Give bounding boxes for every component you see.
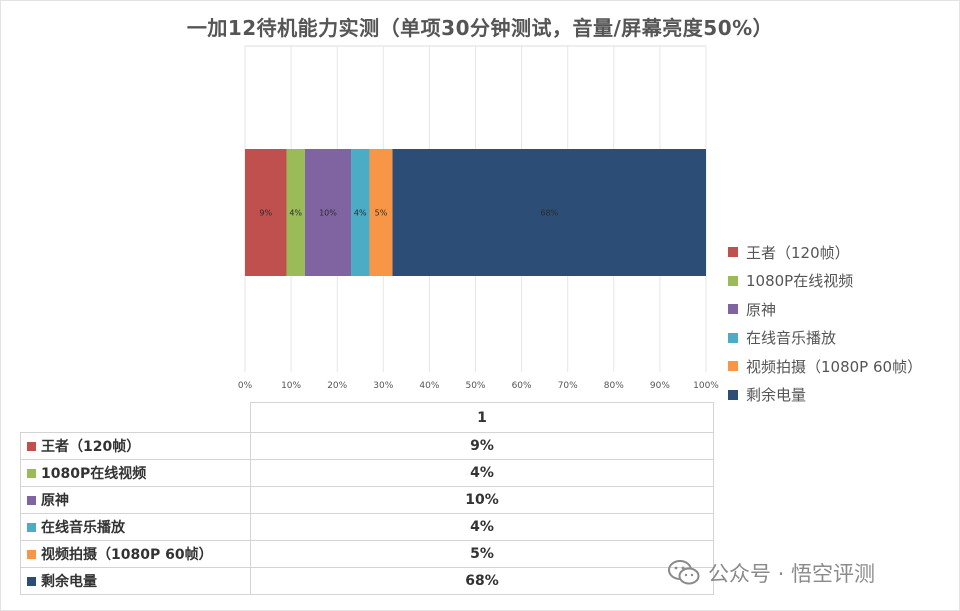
legend-item: 视频拍摄（1080P 60帧） xyxy=(728,352,922,381)
table-row: 王者（120帧） 9% xyxy=(20,432,714,460)
x-tick-label: 90% xyxy=(650,381,670,391)
table-header-row: 1 xyxy=(21,402,714,433)
legend: 王者（120帧） 1080P在线视频 原神在线音乐播放视频拍摄（1080P 60帧）… xyxy=(728,238,922,409)
x-axis-ticks: 0% 10% 20% 30% 40% 50% 60% 70% 80% 90% 100% xyxy=(238,381,719,391)
table-row-label: 1080P在线视频 xyxy=(20,459,251,487)
table-swatch xyxy=(27,577,36,586)
x-tick-label: 100% xyxy=(693,381,719,391)
bar-segments xyxy=(245,149,706,276)
table-row-value: 10% xyxy=(250,486,714,514)
legend-item: 在线音乐播放 xyxy=(728,324,922,353)
table-corner xyxy=(21,403,251,433)
table-row: 1080P在线视频 4% xyxy=(20,459,714,487)
legend-swatch xyxy=(728,275,738,286)
legend-swatch xyxy=(728,332,738,343)
table-row-label: 王者（120帧） xyxy=(20,432,251,460)
x-tick-label: 30% xyxy=(373,381,393,391)
legend-label: 剩余电量 xyxy=(746,386,807,405)
table-row-value: 4% xyxy=(250,459,714,487)
bar-segment xyxy=(351,149,370,276)
table-swatch xyxy=(27,442,36,451)
table-row-label: 原神 xyxy=(20,486,251,514)
table-row-value: 9% xyxy=(250,432,714,460)
data-label: 9% xyxy=(259,209,272,218)
x-tick-label: 10% xyxy=(281,381,301,391)
legend-label: 原神 xyxy=(746,300,777,319)
data-label: 4% xyxy=(289,209,302,218)
legend-item: 剩余电量 xyxy=(728,381,922,410)
legend-label: 王者（120帧） xyxy=(746,243,850,262)
table-row-label-text: 剩余电量 xyxy=(41,574,97,590)
bar-segment xyxy=(286,149,305,276)
legend-swatch xyxy=(728,247,738,258)
table-row: 原神 10% xyxy=(20,486,714,514)
table-row: 在线音乐播放 4% xyxy=(20,513,714,541)
legend-item: 1080P在线视频 xyxy=(728,267,922,296)
table-header-cell: 1 xyxy=(250,402,714,433)
watermark: 公众号 · 悟空评测 xyxy=(668,558,875,588)
data-table: 1 王者（120帧） 9% 1080P在线视频 4% 原神 10% 在线音乐播放 4% 视频拍摄… xyxy=(20,402,714,595)
table-row-label-text: 原神 xyxy=(41,493,69,509)
table-row-label-text: 在线音乐播放 xyxy=(41,520,125,536)
legend-swatch xyxy=(728,389,738,400)
table-row-value: 5% xyxy=(250,540,714,568)
legend-swatch xyxy=(728,304,738,315)
bar-segment xyxy=(369,149,393,276)
table-row-value: 68% xyxy=(250,567,714,595)
bar-segment xyxy=(392,149,706,276)
chart-title: 一加12待机能力实测（单项30分钟测试，音量/屏幕亮度50%） xyxy=(186,16,774,40)
data-label: 10% xyxy=(319,209,337,218)
data-label: 4% xyxy=(354,209,367,218)
table-row-label-text: 王者（120帧） xyxy=(41,439,141,455)
table-row-value: 4% xyxy=(250,513,714,541)
table-row: 视频拍摄（1080P 60帧） 5% xyxy=(20,540,714,568)
legend-label: 视频拍摄（1080P 60帧） xyxy=(746,357,923,376)
x-tick-label: 20% xyxy=(327,381,347,391)
table-body: 王者（120帧） 9% 1080P在线视频 4% 原神 10% 在线音乐播放 4% 视频拍摄（1… xyxy=(20,432,714,595)
table-row-label-text: 视频拍摄（1080P 60帧） xyxy=(41,547,213,563)
x-tick-label: 60% xyxy=(512,381,532,391)
legend-label: 在线音乐播放 xyxy=(746,329,837,348)
x-tick-label: 50% xyxy=(465,381,485,391)
table-row-label: 视频拍摄（1080P 60帧） xyxy=(20,540,251,568)
table-swatch xyxy=(27,523,36,532)
legend-item: 王者（120帧） xyxy=(728,238,922,267)
data-labels: 9% 4% 10% 4% 5% 68% xyxy=(259,209,558,218)
x-tick-label: 70% xyxy=(558,381,578,391)
table-swatch xyxy=(27,550,36,559)
table-swatch xyxy=(27,469,36,478)
data-label: 68% xyxy=(540,209,558,218)
table-row-label-text: 1080P在线视频 xyxy=(41,466,147,482)
table-row-label: 剩余电量 xyxy=(20,567,251,595)
legend-swatch xyxy=(728,361,738,372)
table-swatch xyxy=(27,496,36,505)
legend-label: 1080P在线视频 xyxy=(746,272,854,291)
table-row-label: 在线音乐播放 xyxy=(20,513,251,541)
x-tick-label: 80% xyxy=(604,381,624,391)
data-label: 5% xyxy=(375,209,388,218)
bar-segment xyxy=(245,149,287,276)
table-row: 剩余电量 68% xyxy=(20,567,714,595)
watermark-text: 公众号 · 悟空评测 xyxy=(708,562,876,586)
x-tick-label: 0% xyxy=(238,381,253,391)
wechat-icon xyxy=(668,560,700,585)
legend-item: 原神 xyxy=(728,295,922,324)
x-tick-label: 40% xyxy=(419,381,439,391)
bar-segment xyxy=(304,149,352,276)
